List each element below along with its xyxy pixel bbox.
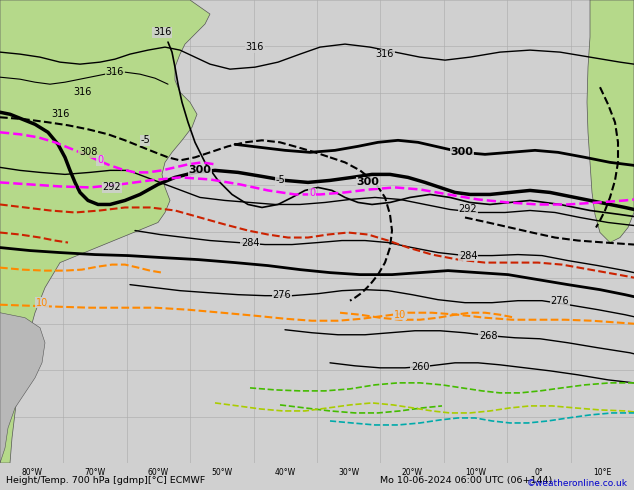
Text: 260: 260 bbox=[411, 362, 429, 372]
Text: 292: 292 bbox=[458, 204, 477, 215]
Text: 292: 292 bbox=[103, 182, 121, 193]
Text: 268: 268 bbox=[479, 331, 497, 341]
Text: -5: -5 bbox=[275, 175, 285, 185]
Text: 284: 284 bbox=[241, 238, 259, 247]
Text: 70°W: 70°W bbox=[84, 468, 106, 477]
Text: 300: 300 bbox=[451, 147, 474, 157]
Polygon shape bbox=[0, 0, 210, 463]
Text: 300: 300 bbox=[188, 166, 211, 175]
Text: 40°W: 40°W bbox=[275, 468, 296, 477]
Text: -5: -5 bbox=[140, 135, 150, 146]
Text: 276: 276 bbox=[273, 290, 291, 300]
Text: 316: 316 bbox=[106, 67, 124, 77]
Polygon shape bbox=[0, 0, 634, 463]
Text: Mo 10-06-2024 06:00 UTC (06+144): Mo 10-06-2024 06:00 UTC (06+144) bbox=[380, 476, 553, 485]
Text: Height/Temp. 700 hPa [gdmp][°C] ECMWF: Height/Temp. 700 hPa [gdmp][°C] ECMWF bbox=[6, 476, 205, 485]
Text: 10°W: 10°W bbox=[465, 468, 486, 477]
Text: 10: 10 bbox=[394, 310, 406, 319]
Text: 0: 0 bbox=[309, 189, 315, 198]
Text: ©weatheronline.co.uk: ©weatheronline.co.uk bbox=[527, 479, 628, 488]
Polygon shape bbox=[587, 0, 634, 243]
Text: 316: 316 bbox=[246, 42, 264, 52]
Text: 276: 276 bbox=[551, 295, 569, 306]
Text: 316: 316 bbox=[73, 87, 91, 97]
Text: 10°E: 10°E bbox=[593, 468, 611, 477]
Text: 316: 316 bbox=[376, 49, 394, 59]
Text: 20°W: 20°W bbox=[401, 468, 423, 477]
Text: 0°: 0° bbox=[534, 468, 543, 477]
Text: 300: 300 bbox=[356, 177, 379, 187]
Text: 10: 10 bbox=[36, 298, 48, 308]
Text: 60°W: 60°W bbox=[148, 468, 169, 477]
Text: 308: 308 bbox=[79, 147, 97, 157]
Polygon shape bbox=[0, 313, 45, 463]
Text: 0: 0 bbox=[97, 155, 103, 165]
Text: 30°W: 30°W bbox=[338, 468, 359, 477]
Text: 316: 316 bbox=[51, 109, 69, 119]
Text: 80°W: 80°W bbox=[21, 468, 42, 477]
Text: 316: 316 bbox=[153, 27, 171, 37]
Text: 284: 284 bbox=[459, 250, 477, 261]
Text: 50°W: 50°W bbox=[211, 468, 233, 477]
